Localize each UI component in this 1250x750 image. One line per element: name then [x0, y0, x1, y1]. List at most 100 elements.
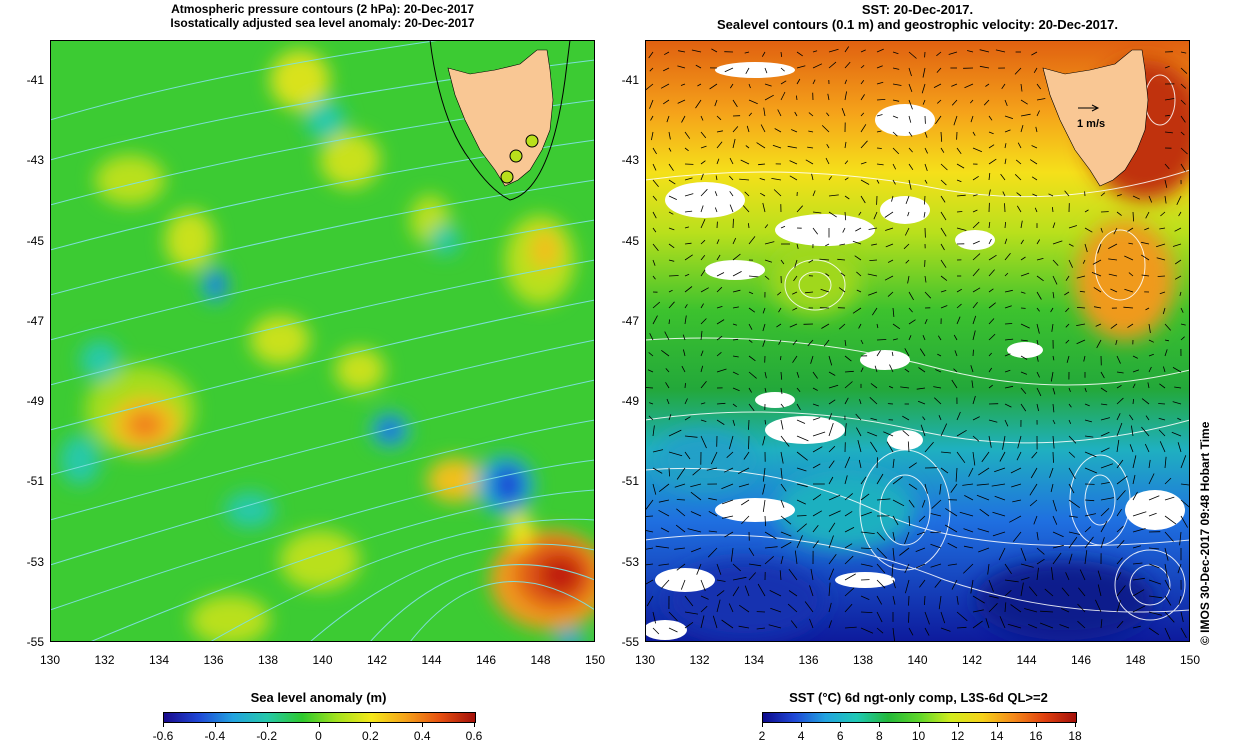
velocity-arrow: [779, 570, 782, 581]
velocity-arrow: [1061, 608, 1070, 613]
velocity-arrow: [972, 221, 980, 229]
velocity-arrow: [1132, 355, 1138, 359]
velocity-arrow: [828, 399, 836, 405]
velocity-arrow: [1061, 587, 1070, 597]
velocity-arrow: [1116, 211, 1122, 216]
velocity-arrow: [769, 590, 782, 597]
velocity-arrow: [983, 99, 990, 106]
velocity-arrow: [748, 435, 750, 450]
velocity-arrow: [777, 109, 782, 117]
velocity-arrow: [675, 524, 686, 533]
velocity-arrow: [1029, 499, 1038, 507]
velocity-arrow: [908, 499, 915, 508]
velocity-arrow: [915, 563, 926, 569]
velocity-arrow: [652, 301, 661, 309]
velocity-arrow: [918, 515, 926, 522]
velocity-arrow: [1052, 419, 1056, 425]
velocity-arrow: [790, 620, 798, 629]
velocity-arrow: [1052, 387, 1056, 395]
velocity-arrow: [945, 508, 958, 517]
velocity-arrow: [1132, 545, 1142, 549]
sea-level-anomaly-map[interactable]: [50, 40, 595, 642]
velocity-arrow: [1116, 508, 1122, 517]
velocity-arrow: [1068, 451, 1076, 458]
velocity-arrow: [1124, 288, 1134, 293]
velocity-arrow: [886, 441, 894, 453]
velocity-arrow: [764, 556, 774, 565]
colorbar-tick-label: 0.4: [413, 729, 431, 743]
velocity-arrow: [789, 323, 798, 328]
velocity-arrow: [1012, 499, 1022, 503]
left-y-tick-label: -55: [26, 635, 44, 649]
velocity-arrow: [1020, 83, 1023, 92]
right-x-tick-label: 130: [634, 653, 656, 667]
velocity-arrow: [967, 50, 974, 53]
velocity-arrow: [1180, 115, 1186, 123]
sst-map[interactable]: 1 m/s: [645, 40, 1190, 642]
velocity-arrow: [700, 254, 706, 261]
velocity-arrow: [985, 83, 990, 87]
velocity-arrow: [1004, 272, 1009, 277]
velocity-arrow: [1014, 67, 1022, 75]
velocity-arrow: [844, 555, 854, 565]
velocity-arrow: [684, 242, 692, 245]
velocity-arrow: [959, 511, 974, 517]
velocity-arrow: [1084, 435, 1094, 438]
velocity-arrow: [668, 301, 675, 309]
velocity-arrow: [664, 51, 670, 56]
velocity-arrow: [1140, 254, 1150, 261]
velocity-arrow: [956, 303, 962, 309]
colorbar-tick-mark: [840, 723, 842, 727]
velocity-arrow: [1020, 387, 1027, 395]
velocity-arrow: [1100, 537, 1105, 549]
velocity-arrow: [1040, 610, 1054, 613]
colorbar-tick-mark: [422, 723, 424, 727]
left-y-tick-label: -47: [26, 313, 44, 328]
velocity-arrow: [1020, 124, 1024, 133]
velocity-arrow: [1004, 129, 1011, 133]
velocity-arrow: [930, 543, 942, 549]
velocity-arrow: [1033, 67, 1038, 74]
velocity-arrow: [1036, 98, 1046, 101]
velocity-arrow: [940, 627, 951, 632]
colorbar-tick-mark: [474, 723, 475, 727]
velocity-arrow: [684, 177, 693, 181]
velocity-arrow: [870, 417, 878, 421]
velocity-arrow: [788, 590, 798, 597]
colorbar-tick-label: 2: [758, 729, 766, 743]
velocity-arrow: [796, 467, 807, 472]
velocity-arrow: [1031, 176, 1038, 181]
velocity-arrow: [700, 365, 704, 373]
velocity-arrow: [956, 411, 961, 421]
velocity-arrow: [1004, 369, 1011, 373]
velocity-arrow: [1004, 590, 1012, 597]
velocity-arrow: [780, 467, 783, 480]
right-x-tick-label: 142: [961, 653, 983, 667]
velocity-arrow: [1141, 398, 1150, 405]
velocity-arrow: [1145, 307, 1150, 311]
velocity-arrow: [812, 227, 819, 235]
velocity-arrow: [721, 499, 734, 505]
velocity-arrow: [1036, 403, 1039, 412]
velocity-arrow: [876, 81, 884, 85]
velocity-arrow: [844, 141, 847, 149]
velocity-arrow: [1132, 577, 1145, 581]
velocity-arrow: [991, 483, 1006, 487]
velocity-arrow: [871, 243, 878, 246]
velocity-arrow: [1164, 179, 1168, 188]
velocity-arrow: [1174, 275, 1182, 280]
velocity-arrow: [748, 236, 756, 245]
velocity-arrow: [1004, 158, 1007, 165]
left-title-line-2: Isostatically adjusted sea level anomaly…: [170, 16, 475, 30]
velocity-arrow: [1100, 520, 1108, 533]
velocity-arrow: [924, 291, 932, 299]
velocity-arrow: [748, 547, 755, 557]
velocity-arrow: [876, 48, 884, 53]
velocity-arrow: [951, 379, 958, 389]
velocity-arrow: [908, 163, 914, 171]
velocity-arrow: [716, 115, 722, 121]
velocity-arrow: [773, 189, 782, 197]
velocity-arrow: [1035, 126, 1038, 133]
velocity-arrow: [700, 145, 707, 149]
velocity-arrow: [908, 515, 911, 527]
